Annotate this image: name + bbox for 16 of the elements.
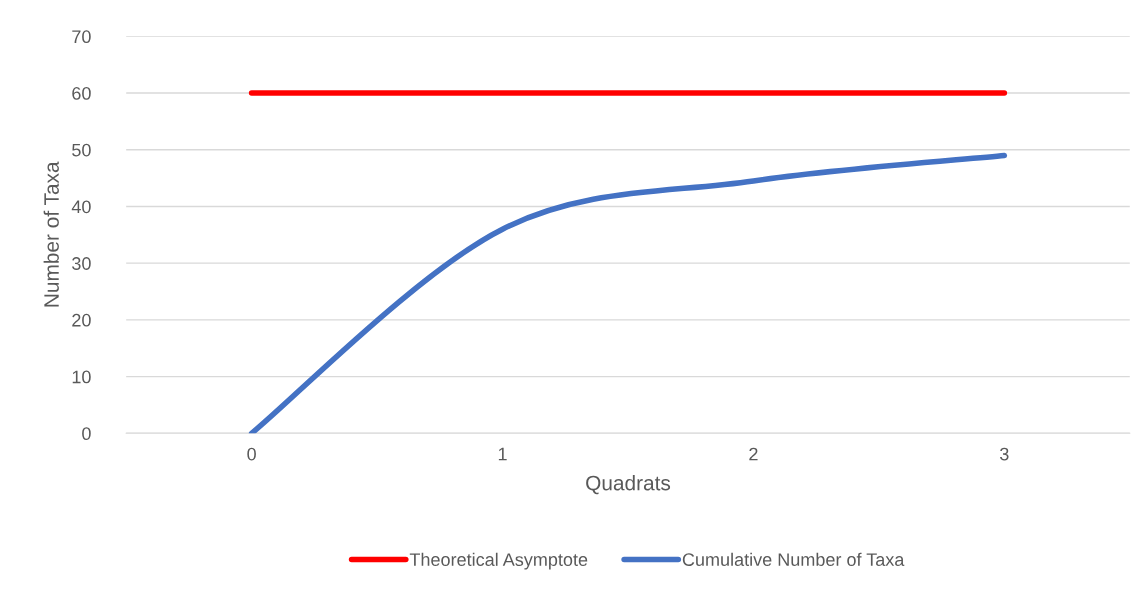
y-tick-label: 50 — [72, 143, 91, 157]
x-tick-label: 1 — [498, 447, 507, 461]
y-axis-title: Number of Taxa — [43, 161, 59, 307]
y-tick-label: 70 — [72, 30, 91, 44]
y-tick-label: 40 — [71, 200, 91, 214]
y-tick-label: 30 — [72, 257, 91, 270]
y-tick-label: 0 — [82, 427, 91, 441]
legend-label: Theoretical Asymptote — [409, 552, 588, 570]
x-axis-title: Quadrats — [586, 475, 671, 495]
x-tick-label: 3 — [1000, 447, 1009, 461]
y-tick-label: 20 — [72, 313, 91, 327]
x-tick-label: 2 — [749, 447, 758, 461]
x-tick-label: 0 — [247, 447, 256, 461]
y-tick-label: 60 — [72, 87, 91, 100]
y-tick-label: 10 — [72, 370, 91, 384]
legend-label: Cumulative Number of Taxa — [682, 552, 905, 566]
